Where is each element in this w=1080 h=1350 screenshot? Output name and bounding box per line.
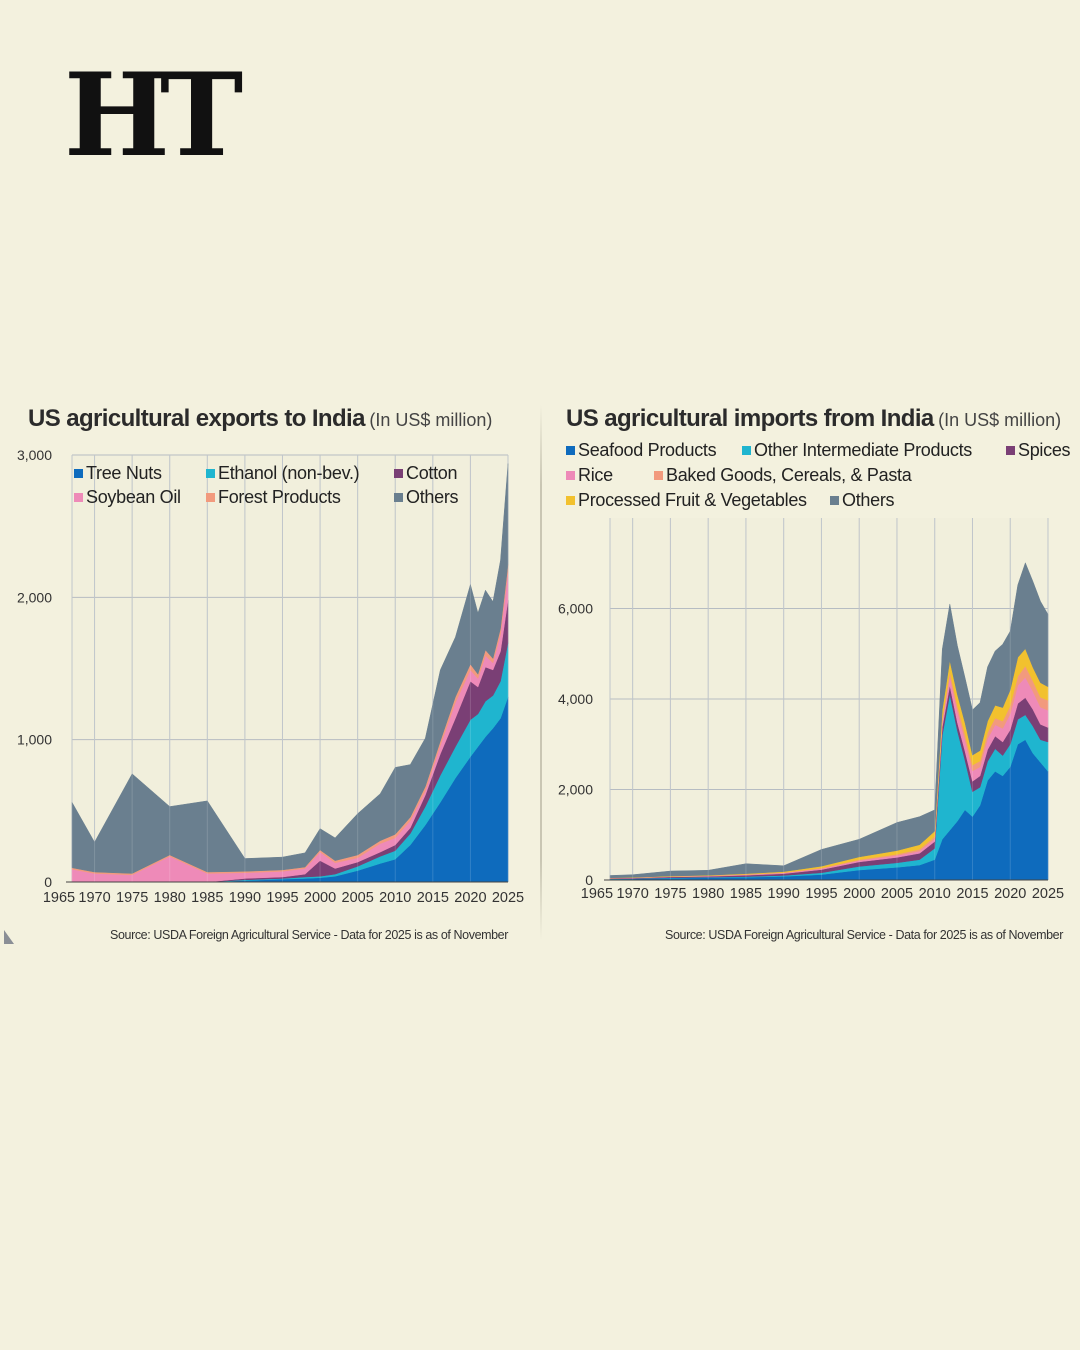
exports-x-tick-label: 1970 [78, 890, 110, 906]
imports-legend-label-rice: Rice [578, 465, 613, 485]
exports-y-tick-label: 2,000 [17, 589, 52, 605]
exports-plot-area [66, 454, 509, 883]
imports-x-tick-label: 1965 [581, 886, 613, 902]
exports-legend-swatch-tree-nuts [74, 469, 83, 478]
imports-x-tick-label: 2025 [1032, 886, 1064, 902]
exports-chart-title: US agricultural exports to India [28, 405, 365, 432]
imports-plot-area [604, 518, 1049, 881]
imports-y-tick-label: 4,000 [558, 691, 593, 707]
imports-legend: Seafood Products Other Intermediate Produ… [566, 440, 1071, 510]
imports-legend-label-seafood-products: Seafood Products [578, 440, 717, 460]
ht-logo: HT [64, 48, 243, 183]
imports-x-tick-label: 2010 [919, 886, 951, 902]
exports-x-tick-label: 2020 [454, 890, 486, 906]
imports-x-tick-label: 2020 [994, 886, 1026, 902]
imports-x-tick-label: 1970 [617, 886, 649, 902]
imports-legend-swatch-seafood-products [566, 446, 575, 455]
exports-legend: Tree Nuts Ethanol (non-bev.) Cotton Soybean… [74, 463, 459, 507]
imports-x-tick-label: 1985 [730, 886, 762, 902]
exports-series-others [71, 463, 509, 874]
imports-x-tick-label: 1990 [768, 886, 800, 902]
imports-legend-label-processed-fruit-vegetables: Processed Fruit & Vegetables [578, 490, 807, 510]
exports-x-tick-label: 2015 [417, 890, 449, 906]
exports-x-tick-label: 1965 [43, 890, 75, 906]
exports-source-note: Source: USDA Foreign Agricultural Servic… [110, 928, 508, 942]
exports-x-tick-label: 1980 [154, 890, 186, 906]
panel-divider [540, 405, 542, 940]
imports-legend-swatch-baked-goods-cereals-pasta [654, 471, 663, 480]
imports-x-tick-label: 2005 [881, 886, 913, 902]
imports-chart-title-block: US agricultural imports from India (In U… [566, 405, 1061, 433]
corner-mark [4, 930, 14, 944]
imports-legend-label-baked-goods-cereals-pasta: Baked Goods, Cereals, & Pasta [666, 465, 913, 485]
imports-chart-unit: (In US$ million) [938, 410, 1062, 430]
exports-x-tick-label: 2005 [342, 890, 374, 906]
imports-legend-label-spices: Spices [1018, 440, 1071, 460]
exports-legend-swatch-soybean-oil [74, 493, 83, 502]
exports-y-tick-label: 3,000 [17, 447, 52, 463]
imports-y-tick-label: 6,000 [558, 601, 593, 617]
exports-legend-label-ethanol-non-bev: Ethanol (non-bev.) [218, 463, 359, 483]
imports-series-others [609, 562, 1049, 878]
exports-legend-swatch-cotton [394, 469, 403, 478]
exports-legend-swatch-others [394, 493, 403, 502]
exports-legend-label-forest-products: Forest Products [218, 487, 341, 507]
imports-x-tick-label: 1995 [805, 886, 837, 902]
imports-legend-swatch-spices [1006, 446, 1015, 455]
exports-x-tick-label: 2000 [304, 890, 336, 906]
exports-x-tick-label: 1990 [229, 890, 261, 906]
exports-chart-unit: (In US$ million) [369, 410, 493, 430]
imports-chart: 0 2,000 4,000 6,000 1965 1970 1975 1980 1985 1990… [558, 440, 1071, 942]
imports-y-tick-label: 2,000 [558, 782, 593, 798]
exports-x-tick-label: 2025 [492, 890, 524, 906]
imports-legend-swatch-others [830, 496, 839, 505]
exports-y-tick-label: 0 [44, 874, 52, 890]
imports-x-tick-label: 1980 [692, 886, 724, 902]
imports-legend-swatch-rice [566, 471, 575, 480]
imports-x-tick-label: 2000 [843, 886, 875, 902]
imports-legend-label-other-intermediate-products: Other Intermediate Products [754, 440, 972, 460]
exports-y-tick-label: 1,000 [17, 732, 52, 748]
imports-legend-swatch-other-intermediate-products [742, 446, 751, 455]
exports-x-tick-label: 1975 [116, 890, 148, 906]
exports-x-tick-label: 2010 [379, 890, 411, 906]
imports-y-tick-label: 0 [585, 872, 593, 888]
exports-legend-label-cotton: Cotton [406, 463, 457, 483]
exports-chart: 0 1,000 2,000 3,000 1965 1970 1975 1980 1985 1990… [17, 447, 524, 942]
exports-legend-label-tree-nuts: Tree Nuts [86, 463, 162, 483]
exports-legend-label-others: Others [406, 487, 459, 507]
imports-source-note: Source: USDA Foreign Agricultural Servic… [665, 928, 1063, 942]
imports-x-tick-label: 2015 [956, 886, 988, 902]
exports-chart-title-block: US agricultural exports to India (In US$… [28, 405, 492, 433]
exports-legend-swatch-ethanol-non-bev [206, 469, 215, 478]
exports-x-tick-label: 1985 [191, 890, 223, 906]
exports-x-tick-label: 1995 [266, 890, 298, 906]
exports-legend-label-soybean-oil: Soybean Oil [86, 487, 181, 507]
exports-legend-swatch-forest-products [206, 493, 215, 502]
imports-x-tick-label: 1975 [654, 886, 686, 902]
imports-chart-title: US agricultural imports from India [566, 405, 934, 432]
imports-legend-swatch-processed-fruit-vegetables [566, 496, 575, 505]
imports-legend-label-others: Others [842, 490, 895, 510]
